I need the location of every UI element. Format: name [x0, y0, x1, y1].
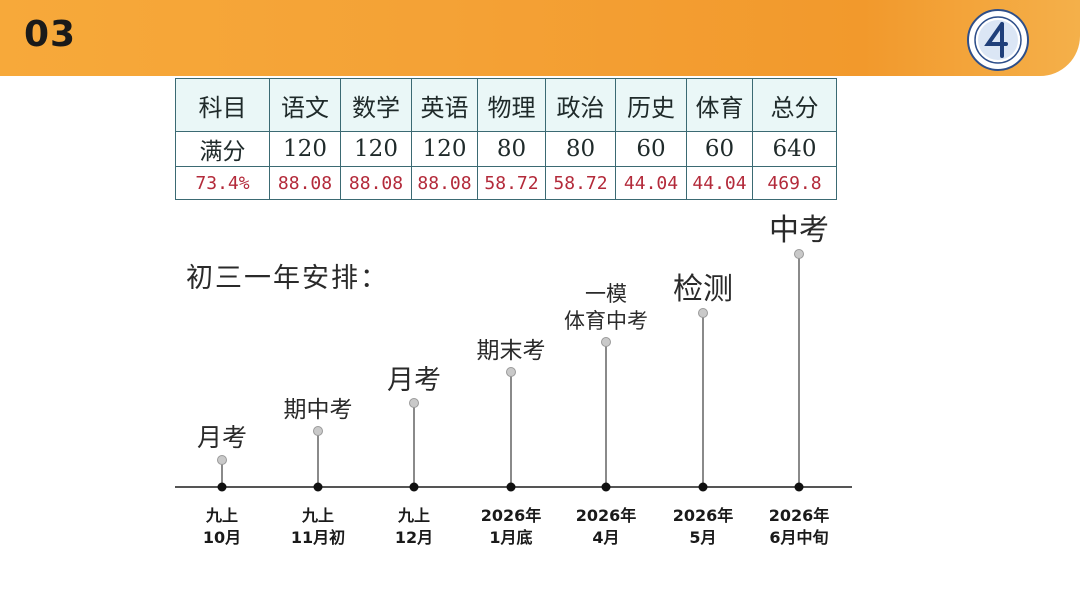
subject-row: 科目 语文 数学 英语 物理 政治 历史 体育 总分 [175, 78, 837, 132]
event-top-dot [313, 426, 323, 436]
event-axis-dot [794, 482, 804, 492]
event-date: 2026年 [481, 506, 542, 525]
table-cell: 73.4% [175, 166, 270, 200]
table-cell: 58.72 [477, 166, 546, 200]
event-top-dot [506, 367, 516, 377]
event-top-dot [217, 455, 227, 465]
event-label: 期末考 [477, 338, 546, 364]
event-top-dot [601, 337, 611, 347]
event-axis-dot [506, 482, 516, 492]
table-cell: 总分 [752, 78, 837, 132]
table-cell: 120 [340, 131, 412, 167]
event-date: 2026年 [576, 506, 637, 525]
event-date: 11月初 [291, 528, 345, 547]
event-label: 一模 [585, 282, 627, 306]
event-date: 4月 [592, 528, 619, 547]
header-bar: 03 [0, 0, 1080, 76]
event-date: 1月底 [489, 528, 532, 547]
event-date: 10月 [203, 528, 241, 547]
table-cell: 120 [269, 131, 341, 167]
table-cell: 历史 [615, 78, 687, 132]
table-cell: 640 [752, 131, 837, 167]
table-cell: 88.08 [269, 166, 341, 200]
table-cell: 60 [686, 131, 753, 167]
table-cell: 80 [477, 131, 546, 167]
event-axis-dot [601, 482, 611, 492]
event-axis-dot [698, 482, 708, 492]
table-cell: 政治 [545, 78, 616, 132]
event-date: 九上 [205, 506, 238, 525]
table-cell: 44.04 [686, 166, 753, 200]
event-date: 2026年 [769, 506, 830, 525]
table-cell: 数学 [340, 78, 412, 132]
event-label: 月考 [387, 365, 441, 396]
event-top-dot [409, 398, 419, 408]
table-cell: 120 [411, 131, 478, 167]
event-top-dot [698, 308, 708, 318]
event-label: 体育中考 [564, 309, 648, 333]
target-score-row: 73.4% 88.08 88.08 88.08 58.72 58.72 44.04 44.04… [175, 166, 837, 200]
table-cell: 469.8 [752, 166, 837, 200]
section-number: 03 [24, 14, 77, 55]
full-score-row: 满分 120 120 120 80 80 60 60 640 [175, 131, 837, 167]
school-logo-icon [967, 9, 1029, 71]
event-date: 九上 [301, 506, 334, 525]
event-date: 6月中旬 [769, 528, 828, 547]
event-label: 中考 [769, 213, 829, 248]
event-label: 月考 [197, 423, 247, 452]
event-date: 12月 [395, 528, 433, 547]
table-cell: 英语 [411, 78, 478, 132]
event-label: 期中考 [284, 397, 353, 423]
event-top-dot [794, 249, 804, 259]
event-date: 九上 [397, 506, 430, 525]
table-cell: 语文 [269, 78, 341, 132]
event-axis-dot [409, 482, 419, 492]
table-cell: 满分 [175, 131, 270, 167]
score-table: 科目 语文 数学 英语 物理 政治 历史 体育 总分 满分 120 120 120 80 80 60 60 640… [175, 78, 837, 200]
event-axis-dot [313, 482, 323, 492]
table-cell: 体育 [686, 78, 753, 132]
event-label: 检测 [673, 272, 733, 307]
event-date: 2026年 [673, 506, 734, 525]
event-date: 5月 [689, 528, 716, 547]
table-cell: 88.08 [411, 166, 478, 200]
event-axis-dot [217, 482, 227, 492]
schedule-title: 初三一年安排： [186, 263, 389, 294]
table-cell: 44.04 [615, 166, 687, 200]
